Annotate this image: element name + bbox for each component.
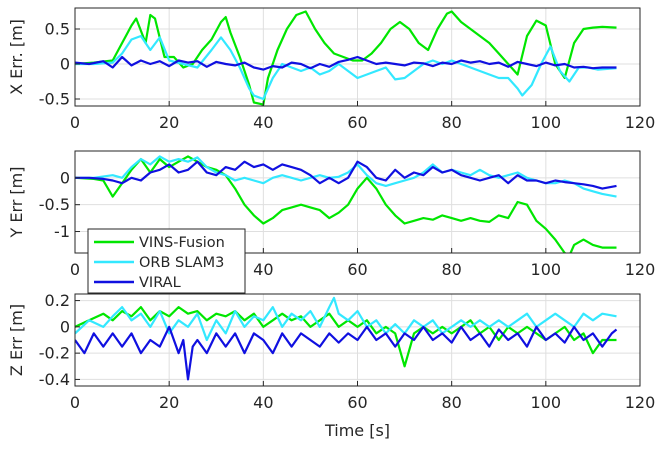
z-error-ytick-label-3: 0.2 <box>45 291 70 310</box>
x-error-ylabel: X Err. [m] <box>7 19 26 95</box>
z-error-ytick-label-2: 0 <box>60 317 70 336</box>
y-error-xtick-label-2: 40 <box>253 260 273 279</box>
legend-label-1: ORB SLAM3 <box>139 255 224 271</box>
x-error-xtick-label-0: 0 <box>70 113 80 132</box>
z-error-xtick-label-6: 120 <box>625 393 656 412</box>
x-error-xtick-label-5: 100 <box>531 113 562 132</box>
z-error-panel: 0 20 40 60 80 100 120 -0.4 -0.2 0 0.2 Z Err [m] Time… <box>7 291 655 440</box>
y-error-series-viral <box>75 160 617 190</box>
x-error-series-vins-fusion <box>75 10 617 106</box>
z-error-xtick-label-0: 0 <box>70 393 80 412</box>
x-error-xtick-label-3: 60 <box>347 113 367 132</box>
x-error-series-orb-slam3 <box>75 34 617 101</box>
z-error-xtick-label-3: 60 <box>347 393 367 412</box>
y-error-ytick-label-0: -1 <box>54 222 70 241</box>
x-error-ytick-label-2: 0.5 <box>45 20 70 39</box>
y-error-xtick-label-5: 100 <box>531 260 562 279</box>
z-error-series-viral <box>75 325 618 381</box>
x-error-panel: 0 20 40 60 80 100 120-0.500.5X Err. [m] <box>7 7 656 132</box>
legend-label-0: VINS-Fusion <box>139 235 225 251</box>
z-error-ytick-label-0: -0.4 <box>39 370 70 389</box>
x-error-ytick-label-1: 0 <box>60 55 70 74</box>
y-error-series-vins-fusion <box>75 155 617 253</box>
y-error-xtick-label-4: 80 <box>441 260 461 279</box>
y-error-xtick-label-0: 0 <box>70 260 80 279</box>
y-error-ytick-label-2: 0 <box>60 168 70 187</box>
x-error-xtick-label-1: 20 <box>159 113 179 132</box>
legend-label-2: VIRAL <box>139 275 181 291</box>
z-error-ylabel: Z Err [m] <box>7 304 26 376</box>
x-error-series-viral <box>75 55 617 71</box>
y-error-ytick-label-1: -0.5 <box>39 195 70 214</box>
legend: VINS-Fusion ORB SLAM3 VIRAL <box>87 228 246 294</box>
y-error-ylabel: Y Err [m] <box>7 167 26 239</box>
y-error-xtick-label-6: 120 <box>625 260 656 279</box>
y-error-xtick-label-3: 60 <box>347 260 367 279</box>
z-error-ytick-label-1: -0.2 <box>39 344 70 363</box>
z-error-xtick-label-2: 40 <box>253 393 273 412</box>
z-error-xtick-label-4: 80 <box>441 393 461 412</box>
z-error-xtick-label-1: 20 <box>159 393 179 412</box>
x-error-xtick-label-4: 80 <box>441 113 461 132</box>
x-error-xtick-label-2: 40 <box>253 113 273 132</box>
z-error-xtick-label-5: 100 <box>531 393 562 412</box>
z-error-series-orb-slam3 <box>75 296 617 342</box>
x-error-xtick-label-6: 120 <box>625 113 656 132</box>
x-error-ytick-label-0: -0.5 <box>39 90 70 109</box>
z-error-xlabel: Time [s] <box>324 421 390 440</box>
